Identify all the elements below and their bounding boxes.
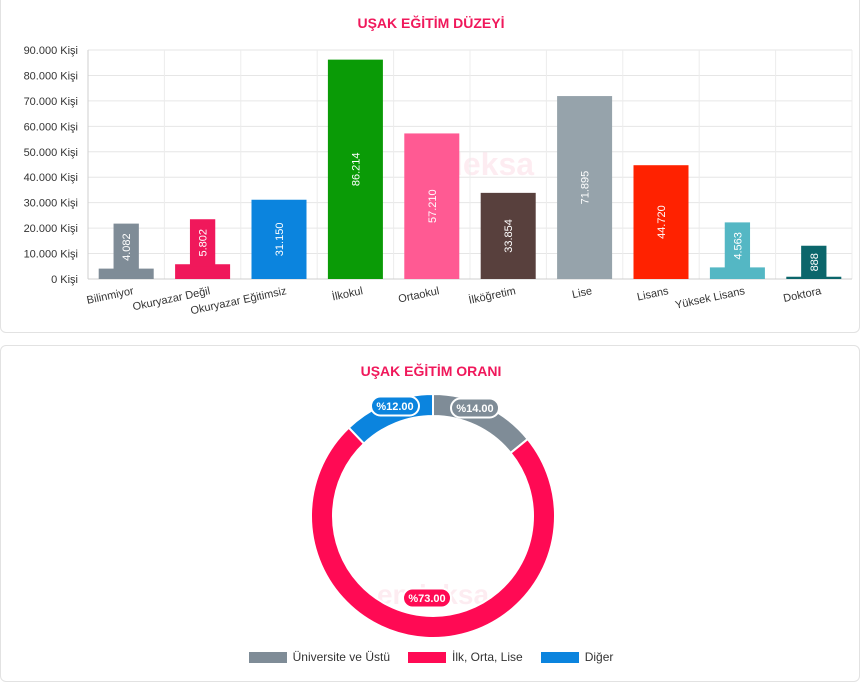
bar-value-label: 44.720 [656,205,668,239]
y-tick-label: 50.000 Kişi [24,147,78,159]
bar-label-tab [113,223,139,271]
legend-label: Üniversite ve Üstü [292,650,390,664]
x-tick-label: Lisans [636,285,670,303]
y-tick-label: 70.000 Kişi [24,96,78,108]
x-tick-label: Ortaokul [397,285,440,305]
x-tick-label: Yüksek Lisans [674,285,746,312]
legend-label: Diğer [584,650,614,664]
slice-value-label: %14.00 [456,403,493,415]
y-tick-label: 80.000 Kişi [24,70,78,82]
x-tick-label: İlköğretim [467,284,516,307]
bar-value-label: 4.082 [121,233,133,261]
y-tick-label: 20.000 Kişi [24,223,78,235]
bar [480,192,536,279]
legend-item-diger[interactable]: Diğer [540,650,614,664]
x-tick-label: Doktora [782,285,823,305]
bar [251,199,307,279]
bar-value-label: 71.895 [580,171,592,205]
y-tick-label: 60.000 Kişi [24,121,78,133]
bar-label-tab [801,245,827,279]
legend-item-ilk-orta-lise[interactable]: İlk, Orta, Lise [408,650,523,664]
bar-value-label: 4.563 [732,232,744,260]
y-tick-label: 30.000 Kişi [24,198,78,210]
bar-chart-title: UŞAK EĞİTİM DÜZEYİ [357,15,505,31]
bar-value-label: 57.210 [427,189,439,223]
donut-legend: Üniversite ve Üstü İlk, Orta, Lise Diğer [0,650,862,664]
bar [633,165,689,279]
x-tick-label: İlkokul [331,284,364,303]
bar-label-tab [724,222,751,270]
slice-value-badge [450,397,500,419]
bar-value-label: 33.854 [503,219,515,253]
bar-value-label: 86.214 [350,152,362,186]
legend-swatch [540,651,579,663]
bar-value-label: 5.802 [198,229,210,257]
legend-item-universite[interactable]: Üniversite ve Üstü [248,650,390,664]
bar [327,59,383,279]
legend-label: İlk, Orta, Lise [452,650,523,664]
bar [98,268,154,279]
y-tick-label: 10.000 Kişi [24,249,78,261]
legend-swatch [408,651,446,663]
slice-value-label: %73.00 [408,593,445,605]
slice-value-badge [402,587,452,609]
y-tick-label: 90.000 Kişi [24,45,78,57]
bar-value-label: 888 [809,253,821,271]
slice-value-label: %12.00 [376,401,413,413]
donut-chart: endeksa%14.00%73.00%12.00 [310,392,556,639]
bar [709,267,765,279]
donut-slice [310,426,556,639]
bar [404,133,460,279]
bar-value-label: 31.150 [274,223,286,257]
bar [175,264,231,279]
x-tick-label: Lise [571,285,593,301]
donut-chart-title: UŞAK EĞİTİM ORANI [360,363,502,379]
slice-value-badge [370,395,420,417]
y-tick-label: 40.000 Kişi [24,172,78,184]
legend-swatch [248,651,287,663]
x-tick-label: Bilinmiyor [86,285,135,307]
bar [557,96,613,279]
bar-label-tab [189,219,216,267]
y-tick-label: 0 Kişi [51,274,78,286]
